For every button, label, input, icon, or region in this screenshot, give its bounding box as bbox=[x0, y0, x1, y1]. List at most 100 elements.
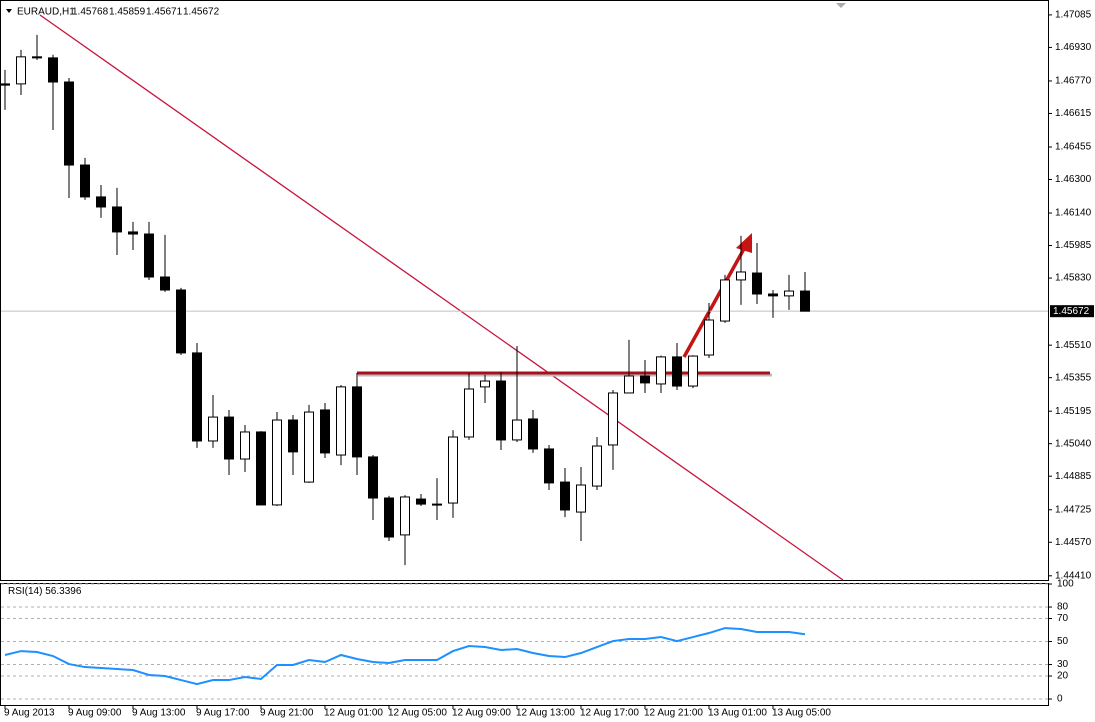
candle-body-up bbox=[576, 484, 586, 513]
candle-body-up bbox=[736, 271, 746, 281]
candle-body-down bbox=[96, 196, 106, 208]
y-tick-label: 1.45510 bbox=[1055, 340, 1092, 351]
x-tick-label: 12 Aug 01:00 bbox=[324, 708, 383, 719]
candle-body-down bbox=[320, 409, 330, 454]
candle-body-down bbox=[352, 386, 362, 458]
x-tick-label: 12 Aug 21:00 bbox=[644, 708, 703, 719]
candle-body-down bbox=[560, 481, 570, 511]
x-tick-label: 13 Aug 01:00 bbox=[708, 708, 767, 719]
candle-body-up bbox=[208, 416, 218, 442]
y-tick-label: 1.44885 bbox=[1055, 471, 1092, 482]
candle-body-down bbox=[64, 81, 74, 166]
x-tick-label: 9 Aug 13:00 bbox=[132, 708, 186, 719]
candle-body-down bbox=[224, 416, 234, 460]
rsi-value: 56.3396 bbox=[45, 586, 82, 597]
candle-body-up bbox=[704, 319, 714, 356]
y-tick-label: 1.45985 bbox=[1055, 240, 1092, 251]
y-tick-label: 1.47085 bbox=[1055, 10, 1092, 21]
y-tick-label: 1.44410 bbox=[1055, 570, 1092, 581]
x-tick-label: 9 Aug 09:00 bbox=[68, 708, 122, 719]
x-tick-label: 13 Aug 05:00 bbox=[772, 708, 831, 719]
x-tick-label: 12 Aug 13:00 bbox=[516, 708, 575, 719]
candle-body-up bbox=[304, 411, 314, 483]
candle-body-down bbox=[32, 56, 42, 59]
arrow-head bbox=[736, 233, 752, 253]
x-tick-label: 9 Aug 2013 bbox=[4, 708, 55, 719]
y-tick-label: 80 bbox=[1057, 602, 1069, 613]
candle-body-up bbox=[480, 380, 490, 388]
symbol-title: EURAUD,H1 bbox=[17, 7, 75, 18]
candle-body-up bbox=[784, 290, 794, 297]
trend-line bbox=[39, 14, 844, 581]
candle-body-down bbox=[752, 272, 762, 295]
candle-body-up bbox=[720, 279, 730, 322]
candle-body-up bbox=[336, 386, 346, 456]
y-tick-label: 0 bbox=[1057, 694, 1063, 705]
y-tick-label: 1.45040 bbox=[1055, 438, 1092, 449]
candle-body-down bbox=[384, 497, 394, 538]
x-tick-label: 12 Aug 05:00 bbox=[388, 708, 447, 719]
candle-body-down bbox=[528, 418, 538, 450]
candle-body-down bbox=[432, 503, 442, 506]
y-tick-label: 70 bbox=[1057, 613, 1069, 624]
y-tick-label: 30 bbox=[1057, 659, 1069, 670]
y-tick-label: 1.46455 bbox=[1055, 142, 1092, 153]
y-tick-label: 1.45195 bbox=[1055, 406, 1092, 417]
candle-body-down bbox=[192, 352, 202, 442]
header-close: 1.45672 bbox=[183, 7, 220, 18]
rsi-panel-border bbox=[0, 583, 1049, 706]
candle-body-up bbox=[608, 392, 618, 446]
candle-body-up bbox=[400, 496, 410, 536]
x-tick-label: 12 Aug 17:00 bbox=[580, 708, 639, 719]
y-tick-label: 20 bbox=[1057, 671, 1069, 682]
candle-body-down bbox=[672, 356, 682, 387]
header-open: 1.45768 bbox=[72, 7, 109, 18]
y-tick-label: 1.44570 bbox=[1055, 537, 1092, 548]
candle-body-down bbox=[496, 380, 506, 441]
x-tick-label: 9 Aug 21:00 bbox=[260, 708, 314, 719]
candle-body-down bbox=[416, 498, 426, 505]
candle-body-up bbox=[592, 445, 602, 487]
candle-body-down bbox=[48, 57, 58, 83]
candle-body-down bbox=[256, 431, 266, 506]
candle-body-up bbox=[624, 375, 634, 394]
candle-body-down bbox=[368, 456, 378, 499]
candle-body-up bbox=[16, 56, 26, 85]
y-tick-label: 1.45830 bbox=[1055, 273, 1092, 284]
candle-body-down bbox=[128, 231, 138, 235]
header-triangle bbox=[6, 9, 12, 13]
candle-body-up bbox=[688, 355, 698, 387]
candle-body-up bbox=[464, 388, 474, 438]
candle-body-down bbox=[544, 448, 554, 484]
candle-body-down bbox=[176, 289, 186, 354]
y-tick-label: 1.44725 bbox=[1055, 504, 1092, 515]
candle-body-down bbox=[768, 293, 778, 297]
rsi-name: RSI(14) bbox=[8, 586, 42, 597]
candle-body-down bbox=[80, 164, 90, 198]
last-price-box bbox=[1050, 305, 1094, 318]
candle-body-up bbox=[272, 419, 282, 506]
candle-body-down bbox=[112, 206, 122, 233]
y-tick-label: 1.46300 bbox=[1055, 174, 1092, 185]
y-tick-label: 1.46140 bbox=[1055, 208, 1092, 219]
x-tick-label: 12 Aug 09:00 bbox=[452, 708, 511, 719]
y-tick-label: 1.45355 bbox=[1055, 372, 1092, 383]
candle-body-up bbox=[240, 431, 250, 460]
candle-body-down bbox=[0, 83, 10, 86]
y-tick-label: 50 bbox=[1057, 636, 1069, 647]
candle-body-down bbox=[640, 375, 650, 384]
shift-marker bbox=[836, 3, 846, 8]
y-tick-label: 1.46615 bbox=[1055, 108, 1092, 119]
arrow-shaft bbox=[682, 246, 747, 358]
y-tick-label: 100 bbox=[1057, 579, 1074, 590]
candle-body-up bbox=[656, 356, 666, 385]
candle-body-down bbox=[288, 419, 298, 453]
candle-body-up bbox=[512, 419, 522, 441]
candle-body-down bbox=[800, 290, 810, 312]
y-tick-label: 1.46770 bbox=[1055, 76, 1092, 87]
y-tick-label: 1.46930 bbox=[1055, 42, 1092, 53]
rsi-line bbox=[4, 627, 806, 686]
last-price-label: 1.45672 bbox=[1053, 306, 1090, 317]
